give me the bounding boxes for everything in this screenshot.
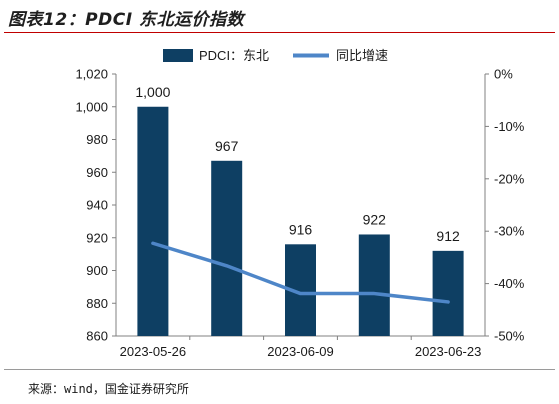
figure-header: 图表12：PDCI 东北运价指数 <box>0 0 559 32</box>
right-axis-tick-label: -30% <box>494 224 525 239</box>
yoy-growth-line <box>151 241 450 304</box>
source-note: 来源：wind，国金证券研究所 <box>28 382 189 396</box>
left-axis-tick-label: 860 <box>86 329 108 344</box>
chart-axes: 860 880 900 920 940 960 980 1,000 1,020 0% -10% -20… <box>75 67 524 360</box>
right-axis-tick-label: -40% <box>494 276 525 291</box>
left-axis-tick-label: 980 <box>86 132 108 147</box>
bar-data-label: 967 <box>215 138 239 154</box>
data-labels: 1,000 967 916 922 912 <box>135 84 460 244</box>
right-axis-tick-label: -20% <box>494 171 525 186</box>
left-axis-tick-label: 960 <box>86 165 108 180</box>
legend-line-label: 同比增速 <box>336 48 388 63</box>
left-axis-tick-label: 880 <box>86 296 108 311</box>
bar-data-label: 916 <box>289 221 313 237</box>
bar <box>211 160 243 336</box>
bar-data-label: 912 <box>436 228 460 244</box>
bar <box>358 234 390 336</box>
bar <box>137 106 169 336</box>
bar-data-label: 922 <box>363 211 387 227</box>
x-axis-tick-label: 2023-06-23 <box>415 344 482 359</box>
right-axis-tick-label: -10% <box>494 119 525 134</box>
chart-legend: PDCI：东北 同比增速 <box>163 48 388 63</box>
left-axis-tick-label: 1,000 <box>75 99 108 114</box>
left-axis-tick-label: 1,020 <box>75 67 108 82</box>
right-axis-tick-label: 0% <box>494 67 513 82</box>
title-divider <box>4 32 555 33</box>
line-series <box>151 241 450 304</box>
left-axis-tick-label: 900 <box>86 263 108 278</box>
bar-series <box>137 106 464 336</box>
right-axis-tick-label: -50% <box>494 329 525 344</box>
left-axis-tick-label: 940 <box>86 198 108 213</box>
source-divider <box>4 369 555 370</box>
left-axis-tick-label: 920 <box>86 230 108 245</box>
x-axis-tick-label: 2023-06-09 <box>267 344 334 359</box>
figure-title: 图表12：PDCI 东北运价指数 <box>8 10 244 30</box>
legend-bar-label: PDCI：东北 <box>199 48 269 63</box>
bar <box>432 250 464 336</box>
legend-bar-swatch <box>163 49 193 62</box>
bar-data-label: 1,000 <box>135 84 170 100</box>
x-axis-tick-label: 2023-05-26 <box>120 344 187 359</box>
